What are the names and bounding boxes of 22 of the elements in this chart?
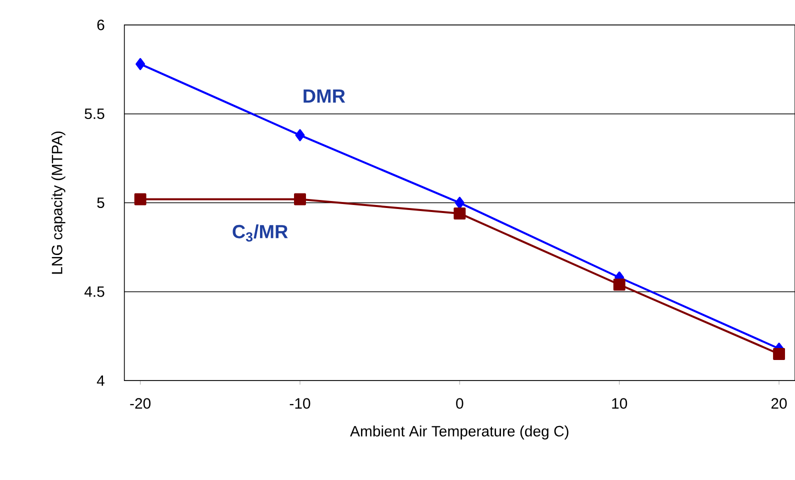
x-tick-label: -10 bbox=[290, 398, 310, 409]
y-tick-label: 4.5 bbox=[84, 286, 104, 297]
point bbox=[454, 207, 466, 220]
y-tick-label: 5.5 bbox=[84, 108, 104, 119]
x-tick-label: 0 bbox=[456, 398, 464, 409]
point bbox=[773, 348, 786, 360]
series-label: DMR bbox=[304, 89, 346, 102]
point bbox=[613, 278, 626, 290]
y-tick-label: 5 bbox=[97, 197, 104, 208]
point bbox=[136, 58, 146, 70]
point bbox=[294, 193, 306, 206]
point bbox=[134, 193, 146, 206]
point bbox=[295, 129, 305, 142]
x-tick-label: 20 bbox=[771, 398, 787, 409]
y-axis-title: LNG capacity (MTPA) bbox=[51, 131, 66, 274]
x-tick-label: -20 bbox=[130, 398, 151, 409]
y-tick-label: 6 bbox=[97, 19, 104, 30]
y-tick-label: 4 bbox=[96, 375, 104, 386]
series-label: C$_{3}$/MR bbox=[232, 224, 288, 242]
x-axis-title: Ambient Air Temperature (deg C) bbox=[350, 425, 568, 440]
x-tick-label: 10 bbox=[612, 398, 628, 409]
point bbox=[454, 196, 464, 209]
